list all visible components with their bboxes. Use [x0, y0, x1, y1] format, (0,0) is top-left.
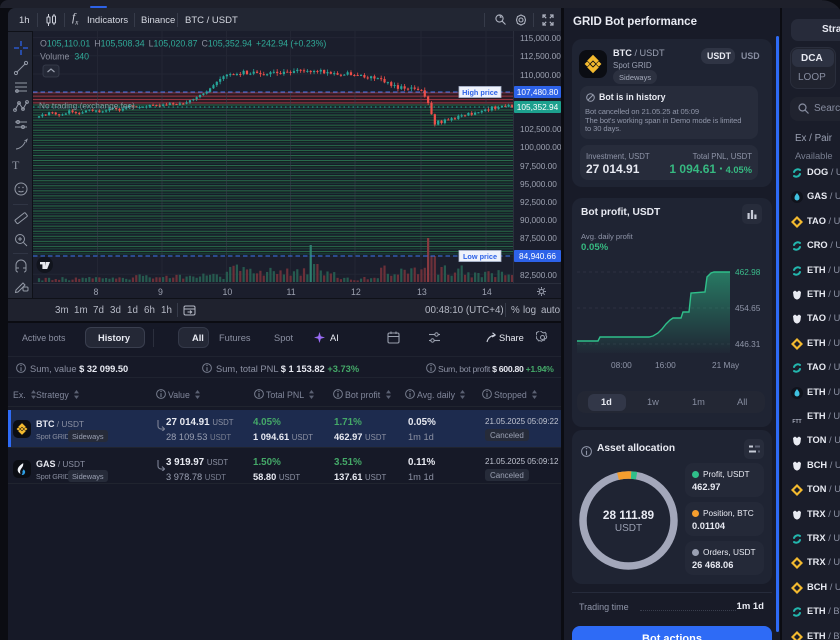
svg-text:Low price: Low price [463, 252, 497, 261]
svg-text:No trading (exchange fee): No trading (exchange fee) [39, 101, 135, 111]
svg-text:High price: High price [462, 88, 498, 97]
